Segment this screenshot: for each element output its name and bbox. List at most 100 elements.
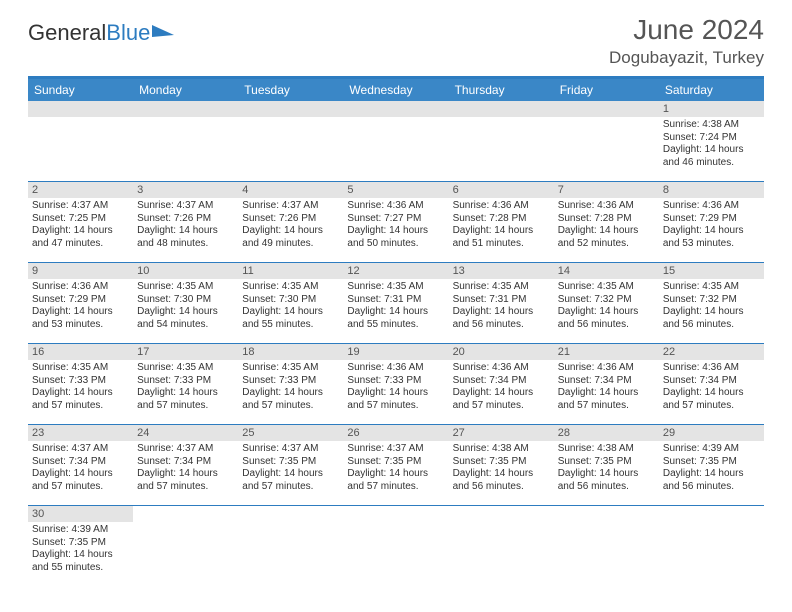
daylight-line: Daylight: 14 hours and 57 minutes. <box>32 468 129 493</box>
sunset-line: Sunset: 7:34 PM <box>137 456 234 469</box>
week-row: Sunrise: 4:37 AMSunset: 7:34 PMDaylight:… <box>28 441 764 506</box>
sunrise-line: Sunrise: 4:35 AM <box>663 281 760 294</box>
daylight-line: Daylight: 14 hours and 52 minutes. <box>558 225 655 250</box>
weeks-container: 1Sunrise: 4:38 AMSunset: 7:24 PMDaylight… <box>28 101 764 586</box>
sunset-line: Sunset: 7:33 PM <box>32 375 129 388</box>
day-number: 30 <box>28 506 133 522</box>
day-cell <box>238 522 343 586</box>
sunrise-line: Sunrise: 4:38 AM <box>663 119 760 132</box>
sunrise-line: Sunrise: 4:35 AM <box>453 281 550 294</box>
day-cell: Sunrise: 4:36 AMSunset: 7:28 PMDaylight:… <box>554 198 659 262</box>
day-cell: Sunrise: 4:37 AMSunset: 7:26 PMDaylight:… <box>238 198 343 262</box>
sunrise-line: Sunrise: 4:37 AM <box>242 443 339 456</box>
daylight-line: Daylight: 14 hours and 57 minutes. <box>453 387 550 412</box>
sunset-line: Sunset: 7:26 PM <box>242 213 339 226</box>
day-number <box>554 101 659 117</box>
day-cell: Sunrise: 4:37 AMSunset: 7:34 PMDaylight:… <box>28 441 133 505</box>
sunset-line: Sunset: 7:31 PM <box>453 294 550 307</box>
sunset-line: Sunset: 7:25 PM <box>32 213 129 226</box>
sunset-line: Sunset: 7:34 PM <box>32 456 129 469</box>
day-cell <box>449 522 554 586</box>
daylight-line: Daylight: 14 hours and 57 minutes. <box>32 387 129 412</box>
location: Dogubayazit, Turkey <box>609 48 764 68</box>
day-cell: Sunrise: 4:37 AMSunset: 7:26 PMDaylight:… <box>133 198 238 262</box>
sunset-line: Sunset: 7:32 PM <box>558 294 655 307</box>
day-number <box>238 101 343 117</box>
day-number <box>554 506 659 522</box>
day-header-row: SundayMondayTuesdayWednesdayThursdayFrid… <box>28 79 764 101</box>
day-header: Friday <box>554 79 659 101</box>
sunset-line: Sunset: 7:34 PM <box>453 375 550 388</box>
day-number: 11 <box>238 263 343 279</box>
day-number: 7 <box>554 182 659 198</box>
sunset-line: Sunset: 7:26 PM <box>137 213 234 226</box>
sunrise-line: Sunrise: 4:37 AM <box>242 200 339 213</box>
sunset-line: Sunset: 7:28 PM <box>558 213 655 226</box>
day-number: 24 <box>133 425 238 441</box>
day-cell <box>343 117 448 181</box>
daylight-line: Daylight: 14 hours and 56 minutes. <box>453 306 550 331</box>
daylight-line: Daylight: 14 hours and 47 minutes. <box>32 225 129 250</box>
sunset-line: Sunset: 7:31 PM <box>347 294 444 307</box>
sunrise-line: Sunrise: 4:39 AM <box>663 443 760 456</box>
sunset-line: Sunset: 7:35 PM <box>347 456 444 469</box>
day-cell <box>659 522 764 586</box>
day-number: 21 <box>554 344 659 360</box>
day-cell <box>238 117 343 181</box>
day-cell: Sunrise: 4:35 AMSunset: 7:33 PMDaylight:… <box>28 360 133 424</box>
sunrise-line: Sunrise: 4:36 AM <box>663 362 760 375</box>
day-header: Monday <box>133 79 238 101</box>
daylight-line: Daylight: 14 hours and 57 minutes. <box>137 468 234 493</box>
day-number: 10 <box>133 263 238 279</box>
day-number: 17 <box>133 344 238 360</box>
day-cell: Sunrise: 4:36 AMSunset: 7:29 PMDaylight:… <box>659 198 764 262</box>
day-cell: Sunrise: 4:37 AMSunset: 7:34 PMDaylight:… <box>133 441 238 505</box>
sunrise-line: Sunrise: 4:35 AM <box>32 362 129 375</box>
day-number <box>343 506 448 522</box>
sunset-line: Sunset: 7:28 PM <box>453 213 550 226</box>
day-header: Tuesday <box>238 79 343 101</box>
day-cell: Sunrise: 4:37 AMSunset: 7:25 PMDaylight:… <box>28 198 133 262</box>
day-cell: Sunrise: 4:38 AMSunset: 7:24 PMDaylight:… <box>659 117 764 181</box>
daylight-line: Daylight: 14 hours and 57 minutes. <box>663 387 760 412</box>
week-row: Sunrise: 4:35 AMSunset: 7:33 PMDaylight:… <box>28 360 764 425</box>
day-number: 6 <box>449 182 554 198</box>
sunset-line: Sunset: 7:32 PM <box>663 294 760 307</box>
sunrise-line: Sunrise: 4:36 AM <box>32 281 129 294</box>
sunrise-line: Sunrise: 4:36 AM <box>347 200 444 213</box>
daynum-row: 2345678 <box>28 182 764 198</box>
daylight-line: Daylight: 14 hours and 57 minutes. <box>558 387 655 412</box>
day-cell: Sunrise: 4:35 AMSunset: 7:32 PMDaylight:… <box>659 279 764 343</box>
flag-icon <box>152 25 174 37</box>
daylight-line: Daylight: 14 hours and 49 minutes. <box>242 225 339 250</box>
week-row: Sunrise: 4:37 AMSunset: 7:25 PMDaylight:… <box>28 198 764 263</box>
day-cell: Sunrise: 4:35 AMSunset: 7:33 PMDaylight:… <box>133 360 238 424</box>
day-cell: Sunrise: 4:36 AMSunset: 7:33 PMDaylight:… <box>343 360 448 424</box>
day-cell: Sunrise: 4:38 AMSunset: 7:35 PMDaylight:… <box>449 441 554 505</box>
sunset-line: Sunset: 7:33 PM <box>137 375 234 388</box>
day-number <box>133 101 238 117</box>
sunrise-line: Sunrise: 4:35 AM <box>137 362 234 375</box>
daylight-line: Daylight: 14 hours and 46 minutes. <box>663 144 760 169</box>
sunset-line: Sunset: 7:29 PM <box>663 213 760 226</box>
header: GeneralBlue June 2024 Dogubayazit, Turke… <box>28 14 764 68</box>
day-number: 23 <box>28 425 133 441</box>
day-cell: Sunrise: 4:37 AMSunset: 7:35 PMDaylight:… <box>238 441 343 505</box>
day-number: 29 <box>659 425 764 441</box>
sunrise-line: Sunrise: 4:35 AM <box>242 281 339 294</box>
sunrise-line: Sunrise: 4:37 AM <box>347 443 444 456</box>
sunset-line: Sunset: 7:35 PM <box>558 456 655 469</box>
sunset-line: Sunset: 7:35 PM <box>663 456 760 469</box>
sunrise-line: Sunrise: 4:39 AM <box>32 524 129 537</box>
daylight-line: Daylight: 14 hours and 57 minutes. <box>242 387 339 412</box>
sunset-line: Sunset: 7:34 PM <box>663 375 760 388</box>
day-cell: Sunrise: 4:35 AMSunset: 7:30 PMDaylight:… <box>238 279 343 343</box>
day-number: 20 <box>449 344 554 360</box>
sunset-line: Sunset: 7:27 PM <box>347 213 444 226</box>
day-cell <box>133 117 238 181</box>
day-cell <box>133 522 238 586</box>
day-cell <box>449 117 554 181</box>
day-cell: Sunrise: 4:37 AMSunset: 7:35 PMDaylight:… <box>343 441 448 505</box>
sunset-line: Sunset: 7:33 PM <box>347 375 444 388</box>
day-header: Sunday <box>28 79 133 101</box>
